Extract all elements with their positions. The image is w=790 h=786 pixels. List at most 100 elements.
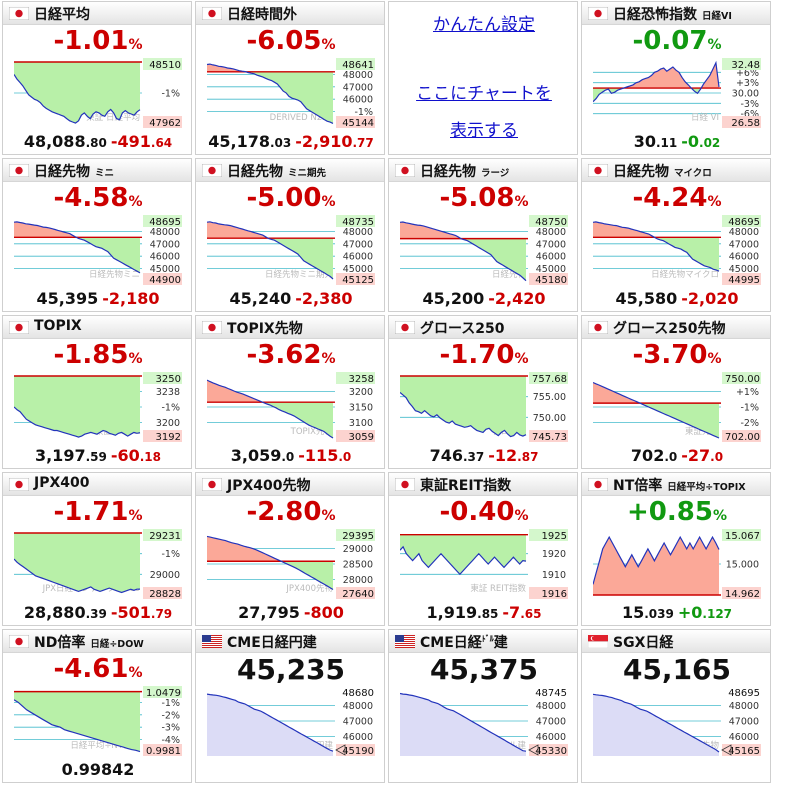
tick-label: 47000 xyxy=(343,717,373,728)
ticker-tile[interactable]: 日経時間外 -6.05% 48000 47000 46000 -1% DERIVED N22… xyxy=(195,1,385,155)
tick-label: 46000 xyxy=(536,732,566,743)
mini-chart: +1% -1% -2% 東証先物 750.00 702.00 xyxy=(593,372,761,442)
ticker-tile[interactable]: 日経先物 ミニ -4.58% 48000 47000 46000 45000 日経先物ミニ 48… xyxy=(2,158,192,312)
price-value: 45,235 xyxy=(236,653,346,686)
tile-header: CME日経ﾄﾞﾙ建 xyxy=(389,630,577,653)
ticker-name-text: 日経平均 xyxy=(34,7,90,23)
percent-unit: % xyxy=(707,37,722,53)
bottom-label-bg xyxy=(143,116,182,128)
top-label: 48680 xyxy=(342,688,374,699)
ticker-tile[interactable]: CME日経ﾄﾞﾙ建45,375480004700046000GLOBEX日経先物… xyxy=(388,629,578,783)
tile-header: 日経先物 ミニ期先 xyxy=(196,159,384,182)
ticker-tile[interactable]: 日経先物 ミニ期先 -5.00% 48000 47000 46000 45000 日経先物ミニ… xyxy=(195,158,385,312)
tick-label: -3% xyxy=(741,99,760,110)
ticker-name: CME日経ﾄﾞﾙ建 xyxy=(420,632,508,652)
loss-area xyxy=(593,221,719,238)
ticker-name-text: 日経恐怖指数 xyxy=(613,7,697,23)
percent-unit: % xyxy=(321,351,336,367)
bottom-label-bg xyxy=(336,273,375,285)
price-line-text: 3,059.0 -115.0 xyxy=(196,446,384,467)
price-line xyxy=(593,693,720,753)
ticker-name-text: NT倍率 xyxy=(613,478,663,494)
top-label-bg xyxy=(722,215,761,227)
ticker-tile[interactable]: 日経先物 マイクロ -4.24% 48000 47000 46000 45000 日経先物マイ… xyxy=(581,158,771,312)
price-line xyxy=(400,692,527,752)
tick-label: -1% xyxy=(162,698,181,709)
top-label-bg xyxy=(336,215,375,227)
tile-header: 日経恐怖指数 日経VI xyxy=(582,2,770,25)
ticker-tile[interactable]: グロース250先物 -3.70% +1% -1% -2% 東証先物 750.00 702.00… xyxy=(581,315,771,469)
tick-label: 48000 xyxy=(729,701,759,712)
gain-area xyxy=(654,237,719,272)
price-change: -115.0 xyxy=(298,446,351,465)
change-integer: -7 xyxy=(502,603,521,622)
jp-flag-icon xyxy=(588,7,608,20)
ticker-tile[interactable]: JPX400先物 -2.80% 29000 28500 28000 JPX400先物 293… xyxy=(195,472,385,626)
ticker-name: 日経恐怖指数 日経VI xyxy=(613,4,732,24)
chart-watermark: 日経 VI xyxy=(691,112,719,123)
ticker-tile[interactable]: JPX400 -1.71% -1% 29000 JPX日経インデックス400 29231 2… xyxy=(2,472,192,626)
ticker-name: TOPIX xyxy=(34,318,82,334)
easy-setup-link[interactable]: かんたん設定 xyxy=(433,15,535,35)
price-integer: 45,240 xyxy=(229,289,292,308)
ticker-tile[interactable]: TOPIX先物 -3.62% 3200 3150 3100 TOPIX先物 3258 3059… xyxy=(195,315,385,469)
ticker-tile[interactable]: グロース250-1.70%755.00750.00グロース757.68745.7… xyxy=(388,315,578,469)
price-line-text: 0.99842 xyxy=(3,760,191,780)
ticker-name: 日経先物 ミニ期先 xyxy=(227,161,326,181)
chart-watermark: 東証 日経平均 xyxy=(86,112,140,123)
percent-value: -1.70 xyxy=(439,340,515,370)
bottom-label-bg xyxy=(529,273,568,285)
top-label: 29395 xyxy=(342,531,374,542)
price-decimal: .039 xyxy=(644,607,674,621)
ticker-tile[interactable]: 日経恐怖指数 日経VI -0.07% +6% +3% 30.00 -3% -6% 日経 VI 32… xyxy=(581,1,771,155)
setup-tile[interactable]: かんたん設定 ここにチャートを 表示する xyxy=(388,1,578,155)
ticker-name-text: JPX400 xyxy=(34,475,90,491)
tick-label: 46000 xyxy=(343,732,373,743)
ticker-subname: 日経平均÷TOPIX xyxy=(667,482,746,493)
top-label-bg xyxy=(529,372,568,384)
show-chart-link[interactable]: ここにチャートを xyxy=(416,84,552,104)
ticker-tile[interactable]: 日経平均 -1.01% -1% 東証 日経平均 48510 47962 48,088.80-… xyxy=(2,1,192,155)
ticker-tile[interactable]: 日経先物 ラージ -5.08% 48000 47000 46000 45000 日経先物 487… xyxy=(388,158,578,312)
percent-change: -1.01% xyxy=(3,25,191,61)
ticker-tile[interactable]: 東証REIT指数 -0.40% 1920 1910 東証 REIT指数 1925 1916 1… xyxy=(388,472,578,626)
change-integer: -115 xyxy=(298,446,339,465)
tick-label: 29000 xyxy=(150,570,180,581)
bottom-label: 45330 xyxy=(535,746,567,756)
tile-header: CME日経円建 xyxy=(196,630,384,653)
chart-watermark: 日経先物ミニ xyxy=(89,269,140,280)
price-integer: 746 xyxy=(429,446,463,465)
percent-change: -6.05% xyxy=(196,25,384,61)
price-integer: 45,178 xyxy=(208,132,270,151)
gain-area xyxy=(207,402,333,438)
bottom-label: 45125 xyxy=(342,275,374,285)
tick-label: 45000 xyxy=(150,264,180,275)
top-label: 32.48 xyxy=(731,60,760,71)
change-integer: -2,910 xyxy=(295,132,353,151)
price-line xyxy=(593,60,720,103)
tile-header: TOPIX xyxy=(3,316,191,339)
change-decimal: .79 xyxy=(150,607,173,621)
loss-area xyxy=(14,221,77,238)
ticker-name-text: 日経先物 xyxy=(420,164,476,180)
tick-label: 46000 xyxy=(536,252,566,263)
ticker-name-text: 日経先物 xyxy=(227,164,283,180)
gain-area xyxy=(207,238,333,279)
price-line-text: 15.039 +0.127 xyxy=(582,603,770,624)
price-line-text: 702.0 -27.0 xyxy=(582,446,770,467)
jp-flag-icon xyxy=(202,478,222,491)
price-line xyxy=(593,221,720,272)
ticker-tile[interactable]: ND倍率 日経÷DOW -4.61% -1% -2% -3% -4% 日経平均÷NYダウ 1.0… xyxy=(2,629,192,783)
ticker-tile[interactable]: TOPIX-1.85%3238-1%3200東証 TOPIX325031923,… xyxy=(2,315,192,469)
gain-area xyxy=(400,534,526,575)
top-label-bg xyxy=(336,529,375,541)
mini-chart: -1%-2% -3%-4% 日経平均÷NYダウ 1.0479 0.9981 xyxy=(14,686,182,756)
bottom-label: 1916 xyxy=(542,589,567,599)
show-chart-link-2[interactable]: 表示する xyxy=(450,121,518,141)
price-line-text: 45,395 -2,180 xyxy=(3,289,191,309)
